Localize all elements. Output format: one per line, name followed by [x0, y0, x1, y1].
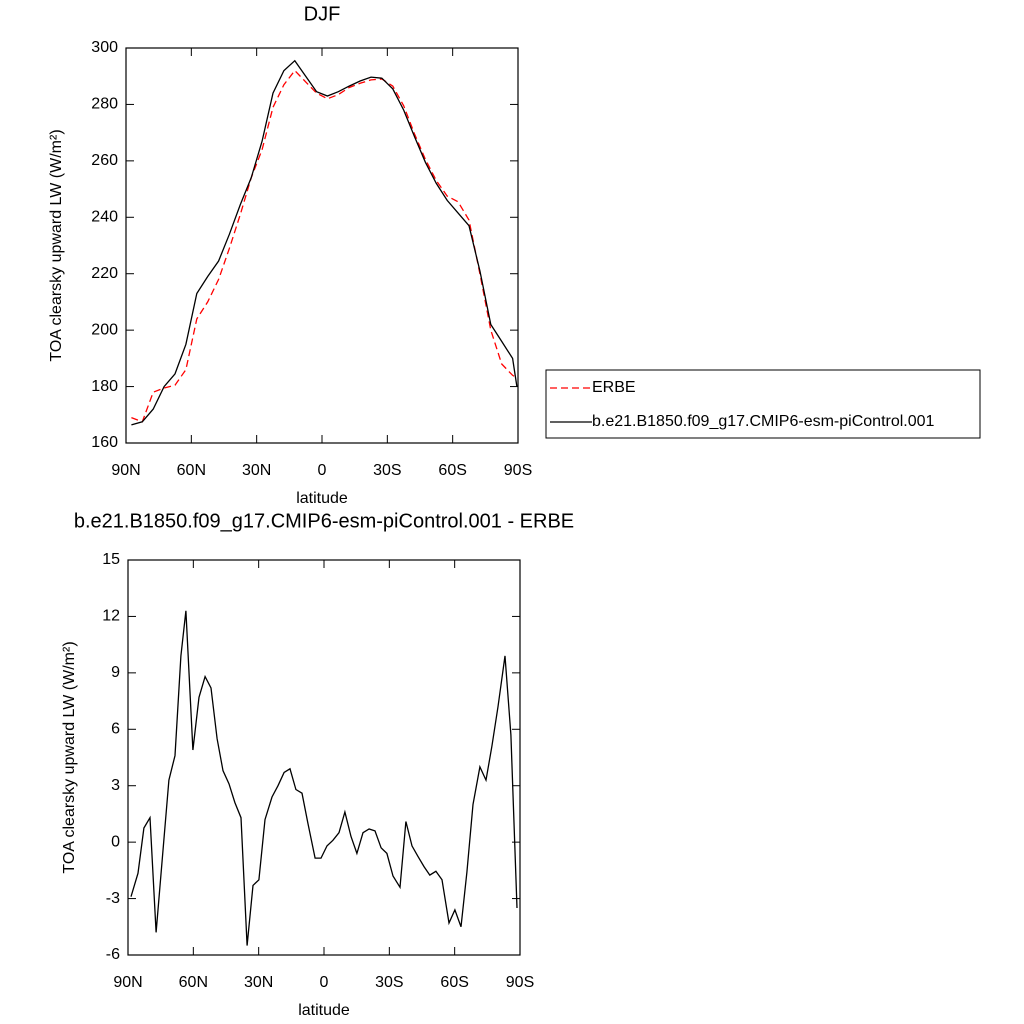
- y-tick-label: -6: [106, 946, 120, 963]
- y-tick-label: 300: [91, 39, 118, 56]
- y-tick-label: 15: [102, 551, 120, 568]
- data-line: [131, 69, 518, 423]
- y-tick-label: 0: [111, 833, 120, 850]
- x-tick-label: 60S: [438, 462, 466, 479]
- y-tick-label: 260: [91, 152, 118, 169]
- y-tick-label: 220: [91, 265, 118, 282]
- x-tick-label: 90S: [504, 462, 532, 479]
- legend-label: ERBE: [592, 379, 636, 396]
- x-tick-label: 60S: [440, 974, 468, 991]
- x-tick-label: 30N: [242, 462, 271, 479]
- data-line: [130, 610, 518, 946]
- chart-title: b.e21.B1850.f09_g17.CMIP6-esm-piControl.…: [74, 510, 574, 532]
- y-tick-label: 180: [91, 378, 118, 395]
- y-tick-label: 6: [111, 721, 120, 738]
- y-tick-label: 160: [91, 434, 118, 451]
- x-tick-label: 30N: [244, 974, 273, 991]
- y-axis-label: TOA clearsky upward LW (W/m²): [48, 129, 65, 361]
- x-tick-label: 30S: [373, 462, 401, 479]
- x-tick-label: 60N: [177, 462, 206, 479]
- y-tick-label: -3: [106, 890, 120, 907]
- y-tick-label: 240: [91, 209, 118, 226]
- y-tick-label: 9: [111, 664, 120, 681]
- y-tick-label: 12: [102, 608, 120, 625]
- y-tick-label: 3: [111, 777, 120, 794]
- x-tick-label: 0: [318, 462, 327, 479]
- y-tick-label: 280: [91, 96, 118, 113]
- legend-box: [545, 369, 981, 439]
- x-tick-label: 90N: [111, 462, 140, 479]
- x-tick-label: 0: [320, 974, 329, 991]
- y-axis-label: TOA clearsky upward LW (W/m²): [61, 641, 78, 873]
- x-axis-label: latitude: [296, 490, 348, 507]
- chart-title: DJF: [304, 3, 341, 25]
- legend-label: b.e21.B1850.f09_g17.CMIP6-esm-piControl.…: [592, 413, 935, 430]
- plot-frame: [125, 47, 519, 444]
- x-axis-label: latitude: [298, 1002, 350, 1019]
- x-tick-label: 30S: [375, 974, 403, 991]
- y-tick-label: 200: [91, 321, 118, 338]
- x-tick-label: 90N: [113, 974, 142, 991]
- data-line: [131, 59, 518, 426]
- x-tick-label: 90S: [506, 974, 534, 991]
- x-tick-label: 60N: [179, 974, 208, 991]
